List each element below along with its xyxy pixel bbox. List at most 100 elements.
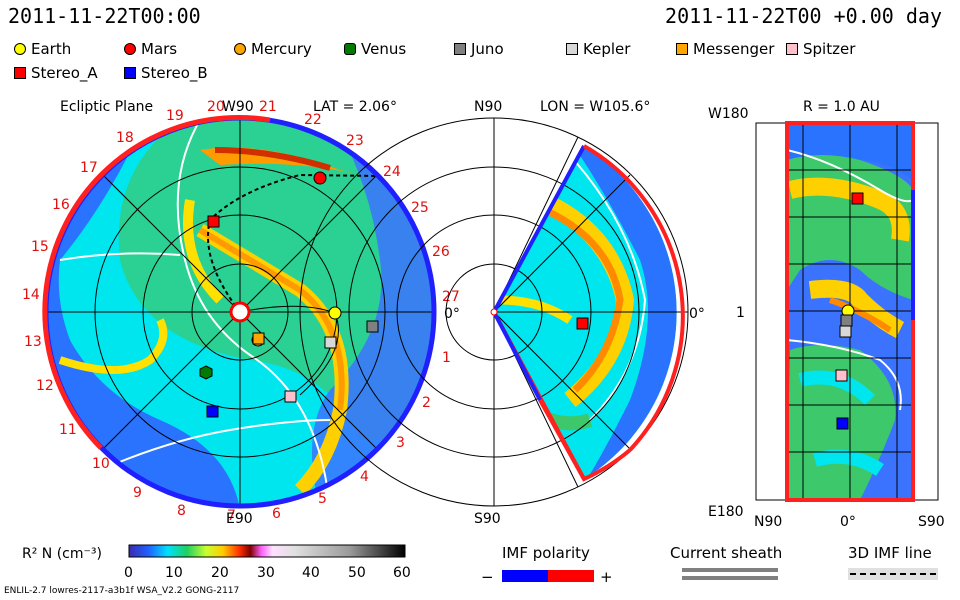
- hour-label: 24: [383, 164, 401, 180]
- legend-item-spitzer: Spitzer: [786, 40, 855, 58]
- hour-label: 7: [227, 508, 236, 524]
- spitzer-marker-icon: [835, 369, 848, 382]
- meridional-edge-bottom-inner: [492, 311, 542, 401]
- radial-bottom-s: S90: [918, 514, 945, 530]
- hour-label: 19: [166, 108, 184, 124]
- hour-label: 15: [31, 239, 49, 255]
- legend-item-venus: Venus: [344, 40, 406, 58]
- radial-bodies: [835, 192, 864, 430]
- legend-item-stereo-b: Stereo_B: [124, 64, 208, 82]
- earth-marker-icon: [328, 306, 342, 320]
- meridional-wedge: [494, 146, 677, 479]
- hour-label: 13: [24, 334, 42, 350]
- hour-label: 26: [432, 244, 450, 260]
- juno-marker-icon: [454, 43, 466, 55]
- juno-marker-icon: [366, 320, 379, 333]
- stereo-b-marker-icon: [206, 405, 219, 418]
- legend-label: Stereo_B: [141, 64, 208, 82]
- imf-line-title: 3D IMF line: [848, 544, 932, 562]
- legend-label: Juno: [471, 40, 504, 58]
- mars-marker-icon: [313, 171, 327, 185]
- spitzer-marker-icon: [786, 43, 798, 55]
- meridional-bottom-left: S90: [474, 511, 501, 527]
- meridional-edge-bottom-outer: [538, 399, 586, 480]
- meridional-arc-pos: [583, 144, 685, 452]
- colorbar-tick: 60: [393, 565, 411, 581]
- stereo-a-marker-icon: [207, 215, 220, 228]
- legend-item-kepler: Kepler: [566, 40, 630, 58]
- messenger-marker-icon: [676, 43, 688, 55]
- colorbar-label: R² N (cm⁻³): [22, 546, 102, 562]
- stereo-a-marker-icon: [576, 317, 589, 330]
- legend-item-mars: Mars: [124, 40, 177, 58]
- colorbar-tick: 40: [302, 565, 320, 581]
- hour-label: 4: [360, 469, 369, 485]
- imf-positive-swatch: [548, 570, 594, 582]
- juno-marker-icon: [840, 314, 853, 327]
- radial-bottom-left: E180: [708, 504, 744, 520]
- mercury-marker-icon: [234, 43, 246, 55]
- legend-item-mercury: Mercury: [234, 40, 312, 58]
- colorbar-tick: 10: [165, 565, 183, 581]
- legend-label: Spitzer: [803, 40, 856, 58]
- legend-item-earth: Earth: [14, 40, 71, 58]
- hour-label: 21: [259, 99, 277, 115]
- earth-marker-icon: [14, 43, 26, 55]
- radial-bottom-n: N90: [754, 514, 782, 530]
- ecliptic-bottom-label: E90: [226, 511, 253, 527]
- colorbar-tick: 0: [124, 565, 133, 581]
- hour-label: 18: [116, 130, 134, 146]
- radial-bottom-0: 0°: [840, 514, 856, 530]
- hour-label: 1: [442, 350, 451, 366]
- stereo-b-marker-icon: [124, 67, 136, 79]
- meridional-top-left: N90: [474, 99, 502, 115]
- current-sheath-line-2: [682, 576, 778, 580]
- stereo-a-marker-icon: [851, 192, 864, 205]
- hour-label: 14: [22, 287, 40, 303]
- hour-label: 8: [177, 503, 186, 519]
- ecliptic-hour-labels: 19 20 21 22 23 24 25 26 27 1 2 3 4 5 6 7…: [22, 99, 460, 524]
- hour-label: 12: [36, 378, 54, 394]
- legend-label: Messenger: [693, 40, 775, 58]
- hour-label: 9: [133, 485, 142, 501]
- radial-top-left: W180: [708, 106, 749, 122]
- colorbar-tick: 20: [211, 565, 229, 581]
- meridional-right-label: 0°: [689, 306, 705, 322]
- legend-item-stereo-a: Stereo_A: [14, 64, 98, 82]
- hour-label: 22: [304, 112, 322, 128]
- spitzer-marker-icon: [284, 390, 297, 403]
- venus-marker-icon: [344, 43, 356, 55]
- timestamp-left: 2011-11-22T00:00: [8, 4, 201, 28]
- meridional-edge-bottom: [492, 311, 632, 482]
- footer-label: ENLIL-2.7 lowres-2117-a3b1f WSA_V2.2 GON…: [4, 586, 240, 596]
- hour-label: 11: [59, 422, 77, 438]
- meridional-grid: [299, 117, 689, 507]
- venus-marker-icon: [199, 365, 213, 380]
- imf-plus-label: +: [600, 568, 613, 586]
- ecliptic-top-label: W90: [222, 99, 254, 115]
- sun-marker-icon: [490, 308, 498, 316]
- hour-label: 6: [272, 506, 281, 522]
- kepler-marker-icon: [566, 43, 578, 55]
- legend-label: Stereo_A: [31, 64, 98, 82]
- legend-item-juno: Juno: [454, 40, 504, 58]
- legend-label: Mercury: [251, 40, 312, 58]
- legend-label: Earth: [31, 40, 72, 58]
- meridional-edge-top: [492, 145, 586, 313]
- colorbar-tick: 30: [257, 565, 275, 581]
- stereo-a-marker-icon: [14, 67, 26, 79]
- hour-label: 2: [422, 395, 431, 411]
- hour-label: 20: [207, 99, 225, 115]
- legend-label: Venus: [361, 40, 407, 58]
- ecliptic-bodies: [199, 171, 379, 418]
- imf-polarity-title: IMF polarity: [502, 544, 590, 562]
- colorbar-ticks: 0 10 20 30 40 50 60: [124, 565, 411, 581]
- kepler-marker-icon: [324, 336, 337, 349]
- imf-negative-swatch: [502, 570, 548, 582]
- current-sheath-line-1: [682, 568, 778, 572]
- timestamp-right: 2011-11-22T00 +0.00 day: [665, 4, 942, 28]
- hour-label: 25: [411, 200, 429, 216]
- sun-marker-icon: [229, 301, 251, 323]
- hour-label: 5: [318, 491, 327, 507]
